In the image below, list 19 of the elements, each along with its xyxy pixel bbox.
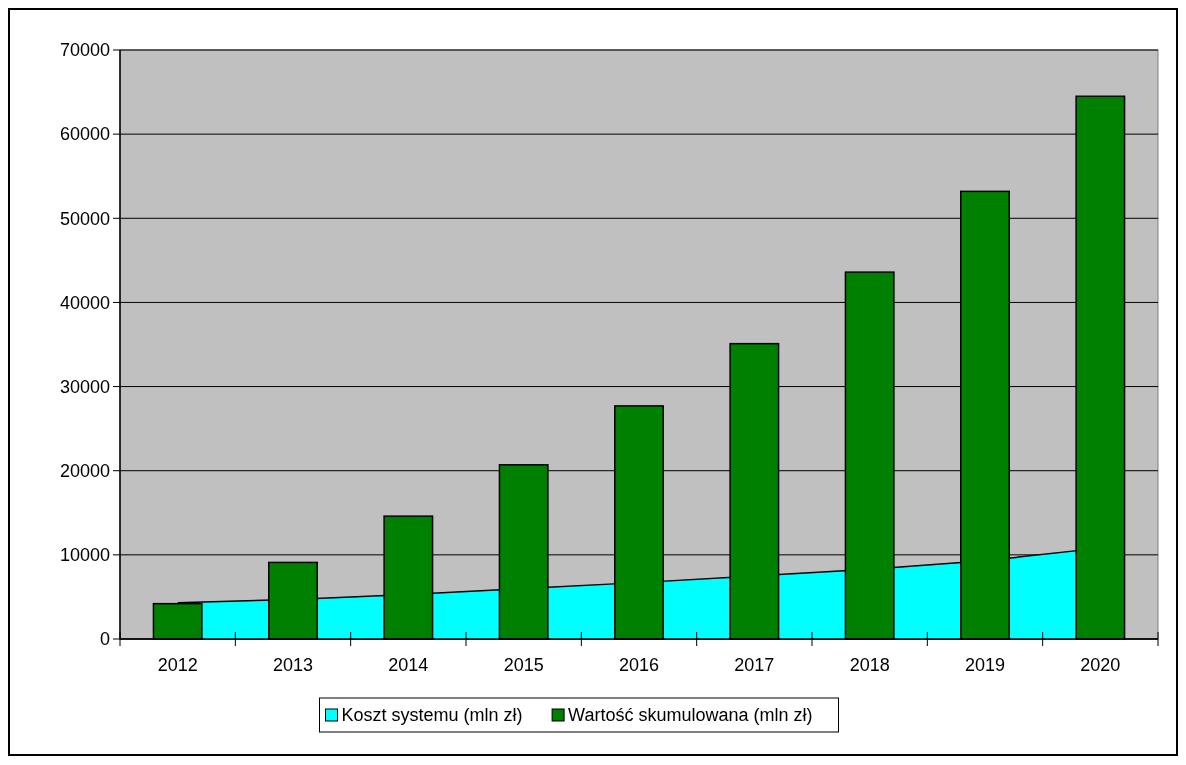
x-tick-label: 2020	[1080, 655, 1121, 675]
y-tick-label: 40000	[59, 292, 110, 313]
legend-label: Wartość skumulowana (mln zł)	[568, 705, 813, 726]
x-tick-label: 2014	[388, 655, 429, 675]
y-tick-label: 30000	[59, 376, 110, 397]
x-tick-label: 2018	[849, 655, 890, 675]
y-tick-label: 10000	[59, 545, 110, 566]
x-tick-label: 2016	[618, 655, 660, 675]
x-tick-label: 2019	[964, 655, 1006, 675]
y-tick-label: 60000	[59, 124, 110, 145]
y-tick-label: 20000	[59, 461, 110, 482]
x-tick-label: 2017	[734, 655, 775, 675]
x-tick-label: 2012	[157, 655, 198, 675]
y-tick-label: 50000	[59, 208, 110, 229]
legend-label: Koszt systemu (mln zł)	[341, 705, 523, 726]
y-tick-label: 70000	[59, 40, 110, 61]
x-tick-label: 2015	[503, 655, 544, 675]
x-tick-label: 2013	[272, 655, 314, 675]
y-tick-label: 0	[99, 629, 110, 650]
